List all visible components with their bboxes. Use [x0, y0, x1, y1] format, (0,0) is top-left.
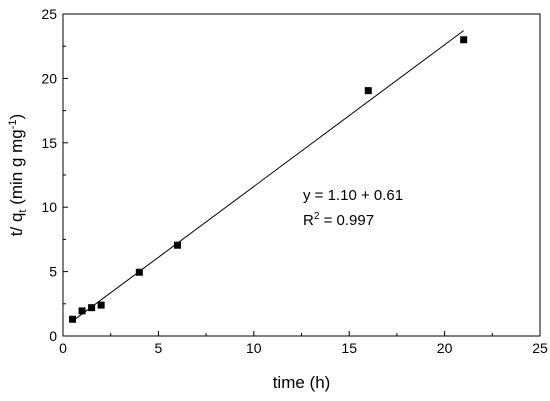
data-point — [135, 268, 143, 276]
y-axis-title-unit-open: (min g mg — [7, 129, 26, 209]
data-point — [460, 36, 468, 44]
x-tick-label: 25 — [532, 340, 548, 356]
y-tick-label: 0 — [49, 328, 57, 344]
y-axis-title: t/ qt (min g mg-1) — [7, 114, 29, 236]
y-axis-title-superscript: -1 — [7, 119, 19, 129]
fit-layer — [72, 30, 464, 322]
y-tick-label: 5 — [49, 264, 57, 280]
y-axis-title-main: t/ q — [7, 213, 26, 237]
y-tick-label: 10 — [41, 199, 57, 215]
plot-frame — [62, 13, 541, 337]
tick-labels-layer: 0 5 10 15 20 25 0 5 10 15 20 25 — [41, 6, 548, 356]
y-axis-title-subscript: t — [17, 210, 29, 213]
y-tick-label: 25 — [41, 6, 57, 22]
r-squared-value: = 0.997 — [319, 212, 374, 229]
y-axis-title-unit-close: ) — [7, 114, 26, 120]
data-point — [78, 307, 86, 315]
y-tick-label: 15 — [41, 135, 57, 151]
points-layer — [69, 36, 468, 323]
r-squared-superscript: 2 — [314, 211, 320, 222]
x-axis-title: time (h) — [273, 373, 331, 392]
r-squared-prefix: R — [303, 212, 314, 229]
fit-equation-label: y = 1.10 + 0.61 — [303, 187, 403, 204]
r-squared-label: R2 = 0.997 — [303, 211, 374, 229]
data-point — [97, 301, 105, 309]
ticks-layer — [62, 13, 541, 337]
data-point — [88, 304, 96, 312]
x-tick-label: 0 — [59, 340, 67, 356]
data-point — [173, 241, 181, 249]
y-tick-label: 20 — [41, 70, 57, 86]
data-point — [69, 315, 77, 323]
fit-line — [72, 30, 464, 322]
x-tick-label: 15 — [341, 340, 357, 356]
x-tick-label: 5 — [155, 340, 163, 356]
x-tick-label: 20 — [437, 340, 453, 356]
data-point — [364, 87, 372, 95]
x-tick-label: 10 — [246, 340, 262, 356]
